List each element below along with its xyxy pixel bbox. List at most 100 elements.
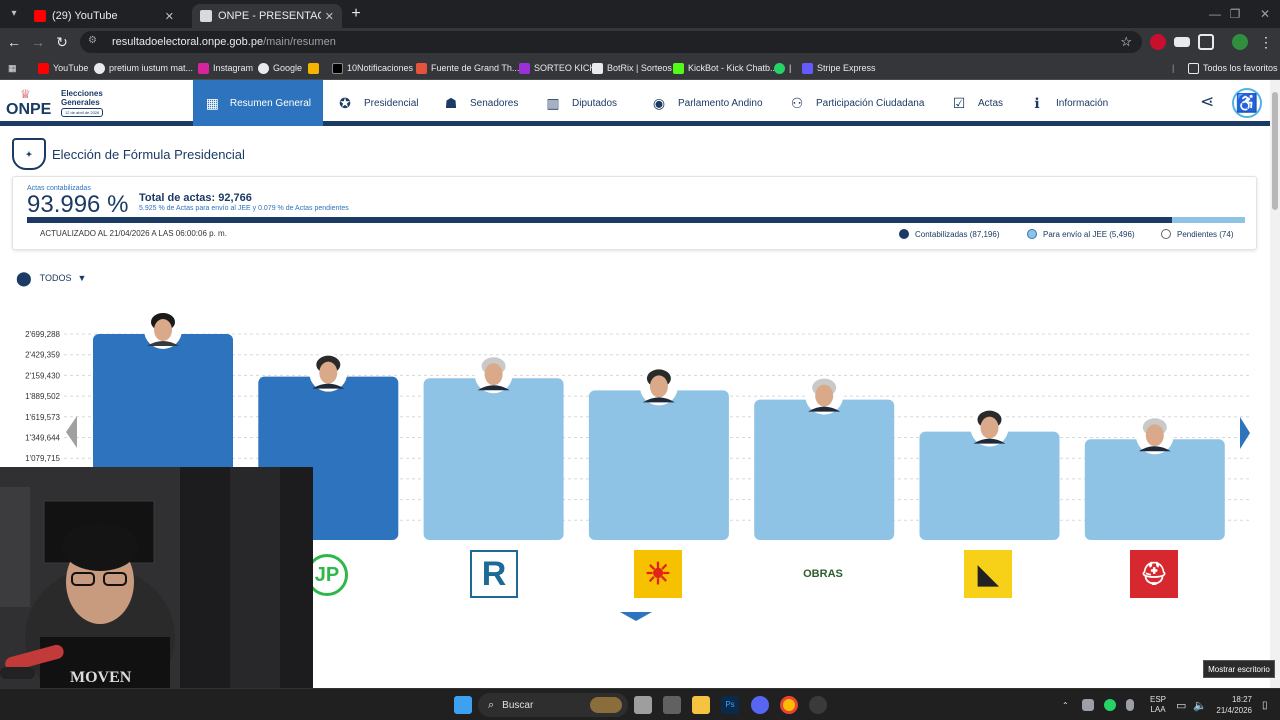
volume-icon[interactable]: 🔈 — [1193, 699, 1207, 712]
language-indicator[interactable]: ESP LAA — [1150, 695, 1167, 714]
logo-title: Elecciones Generales — [61, 89, 103, 107]
profile-avatar-icon[interactable] — [1232, 34, 1248, 50]
chevron-down-icon: ▼ — [77, 273, 87, 283]
candidate-bar[interactable] — [423, 378, 564, 540]
tab-onpe[interactable]: ONPE - PRESENTACIÓN DE RES ✕ — [192, 4, 342, 28]
address-bar[interactable]: ⚙ resultadoelectoral.onpe.gob.pe/main/re… — [80, 31, 1142, 53]
notification-icon[interactable]: ▯ — [1262, 699, 1268, 711]
tab-list-icon[interactable]: ▾ — [11, 8, 17, 19]
candidate-face — [815, 384, 834, 407]
microphone-icon[interactable] — [1126, 699, 1134, 711]
tab-title: (29) YouTube — [52, 10, 118, 22]
nav-participacion[interactable]: ⚇ Participación Ciudadana — [776, 80, 936, 126]
new-tab-icon[interactable]: + — [351, 5, 361, 22]
discord-icon[interactable] — [751, 696, 769, 714]
close-icon[interactable]: ✕ — [324, 10, 334, 23]
file-explorer-icon[interactable] — [692, 696, 710, 714]
apps-grid-icon[interactable]: ▦ — [8, 62, 17, 73]
obs-icon[interactable] — [809, 696, 827, 714]
app-icon[interactable] — [663, 696, 681, 714]
windows-start-icon[interactable] — [454, 696, 472, 714]
bookmark-stripe[interactable]: Stripe Express — [802, 61, 876, 75]
site-info-icon[interactable]: ⚙ — [88, 35, 97, 46]
extension-icon[interactable] — [1150, 34, 1166, 50]
nav-actas[interactable]: ☑ Actas — [938, 80, 1015, 126]
whatsapp-icon — [774, 62, 785, 74]
tab-youtube[interactable]: (29) YouTube ✕ — [26, 4, 182, 28]
page-scrollbar[interactable] — [1270, 80, 1280, 688]
onpe-favicon-icon — [200, 10, 212, 22]
network-icon[interactable]: ▭ — [1176, 699, 1187, 712]
bookmark-extra-icon[interactable] — [308, 61, 323, 75]
ballot-box-icon: ♕ — [20, 87, 31, 101]
candidate-face — [154, 319, 172, 341]
task-view-icon[interactable] — [634, 696, 652, 714]
party-logo-r[interactable]: R — [470, 550, 518, 598]
nav-resumen-general[interactable]: ▦ Resumen General — [193, 80, 323, 126]
candidate-bar[interactable] — [919, 431, 1060, 540]
region-filter[interactable]: ⬤ TODOS ▼ — [16, 268, 86, 288]
bookmark-star-icon[interactable]: ☆ — [1120, 34, 1132, 49]
menu-dots-icon[interactable]: ⋮ — [1259, 34, 1273, 50]
nav-label: Participación Ciudadana — [816, 97, 925, 109]
party-logo-renovacion[interactable]: ⛑ — [1130, 550, 1178, 598]
bookmark-instagram[interactable]: Instagram — [198, 61, 253, 75]
actas-subnote: 5.925 % de Actas para envío al JEE y 0.0… — [139, 205, 349, 212]
accessibility-icon[interactable]: ♿ — [1232, 88, 1262, 118]
chart-next-arrow[interactable] — [1240, 417, 1250, 449]
bookmark-botrix[interactable]: BotRix | Sorteos — [592, 61, 672, 75]
extension-icon[interactable] — [1174, 37, 1190, 47]
pinwheel-icon — [308, 62, 319, 74]
candidate-bar[interactable] — [754, 399, 895, 540]
bookmark-sorteo-kick[interactable]: SORTEO KICK — [519, 61, 595, 75]
nav-parlamento-andino[interactable]: ◉ Parlamento Andino — [638, 80, 775, 126]
expand-down-arrow[interactable] — [620, 612, 652, 621]
nav-informacion[interactable]: ℹ Información — [1016, 80, 1120, 126]
nav-senadores[interactable]: ☗ Senadores — [430, 80, 530, 126]
bookmark-youtube[interactable]: YouTube — [38, 61, 88, 75]
nav-presidencial[interactable]: ✪ Presidencial — [324, 80, 430, 126]
party-logo-obras[interactable]: OBRAS — [803, 568, 843, 580]
maximize-icon[interactable]: ❐ — [1229, 7, 1241, 21]
candidate-face — [319, 361, 338, 384]
extensions-puzzle-icon[interactable] — [1198, 34, 1214, 50]
bookmark-google[interactable]: Google — [258, 61, 302, 75]
candidate-bar[interactable] — [1084, 439, 1225, 540]
clock[interactable]: 18:27 21/4/2026 — [1216, 695, 1252, 715]
photoshop-icon[interactable]: Ps — [721, 696, 739, 714]
total-actas: Total de actas: 92,766 — [139, 192, 252, 204]
close-icon[interactable]: ✕ — [164, 10, 174, 23]
taskbar-search[interactable]: ⌕ Buscar — [478, 693, 628, 717]
chart-prev-arrow[interactable] — [66, 416, 77, 448]
scrollbar-thumb[interactable] — [1272, 92, 1278, 210]
bookmark-kickbot[interactable]: KickBot - Kick Chatb... — [673, 61, 778, 75]
back-icon[interactable]: ← — [7, 34, 21, 50]
candidate-suit — [1138, 446, 1171, 452]
bookmark-10notificaciones[interactable]: 10Notificaciones — [332, 61, 413, 75]
tab-title: ONPE - PRESENTACIÓN DE RES — [218, 10, 321, 22]
candidate-bar[interactable] — [588, 390, 729, 540]
reload-icon[interactable]: ↻ — [56, 34, 68, 50]
party-logo-sun[interactable]: ☀ — [634, 550, 682, 598]
globe-icon: ◉ — [652, 94, 666, 111]
tray-app-icon[interactable] — [1082, 699, 1094, 711]
svg-text:MOVEN: MOVEN — [70, 669, 132, 686]
bookmark-whatsapp[interactable]: | — [774, 61, 791, 75]
party-logo-pais-para-todos[interactable]: ◣ — [964, 550, 1012, 598]
share-icon[interactable]: ⋖ — [1200, 92, 1215, 111]
onpe-logo[interactable]: ♕ ONPE Elecciones Generales 12 de abril … — [6, 87, 116, 121]
windows-taskbar: ⌕ Buscar Ps ⌃ ESP LAA ▭ 🔈 18:27 21/4/2026 … — [0, 688, 1280, 720]
whatsapp-tray-icon[interactable] — [1104, 699, 1116, 711]
chrome-icon[interactable] — [780, 696, 798, 714]
bookmark-pretium[interactable]: pretium iustum mat... — [94, 61, 193, 75]
forward-icon[interactable]: → — [31, 34, 45, 50]
show-hidden-icons[interactable]: ⌃ — [1062, 700, 1069, 710]
candidate-suit — [642, 397, 675, 403]
nav-label: Información — [1056, 97, 1109, 109]
nav-label: Senadores — [470, 97, 519, 109]
all-bookmarks[interactable]: Todos los favoritos — [1188, 61, 1278, 75]
window-close-icon[interactable]: ✕ — [1259, 7, 1271, 21]
minimize-icon[interactable]: — — [1209, 7, 1221, 21]
nav-diputados[interactable]: ▥ Diputados — [532, 80, 629, 126]
bookmark-fuente[interactable]: Fuente de Grand Th... — [416, 61, 519, 75]
